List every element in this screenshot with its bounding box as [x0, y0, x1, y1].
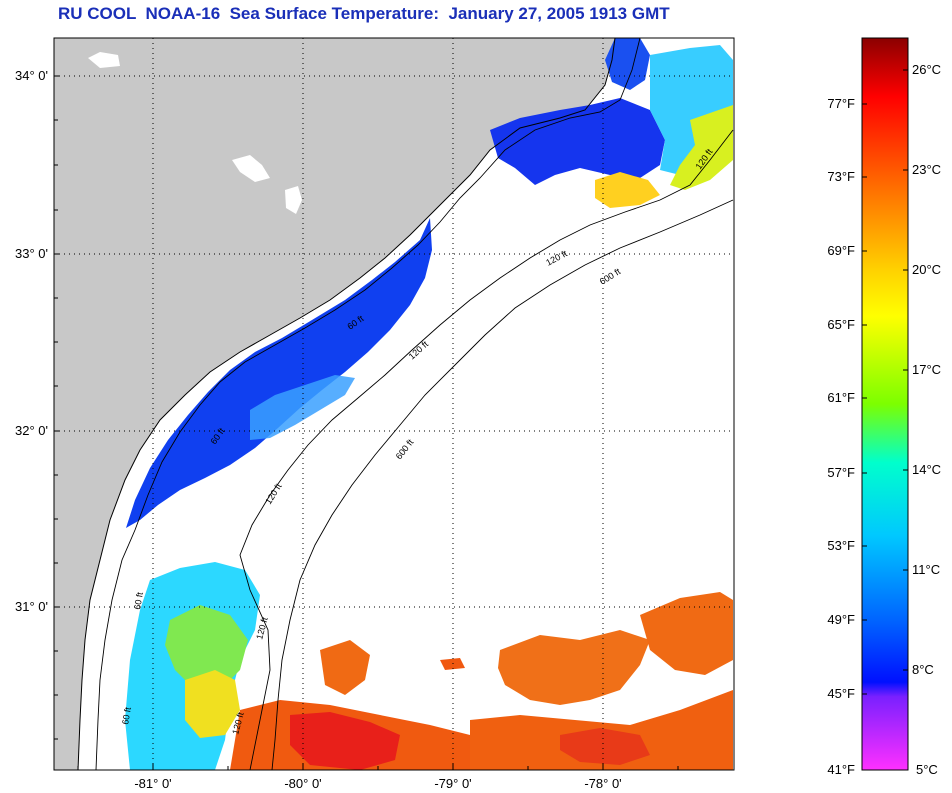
sst-cold-coastal-band	[126, 218, 432, 528]
colorbar-celsius-label: 5°C	[916, 762, 938, 777]
colorbar-fahrenheit-label: 65°F	[827, 317, 855, 332]
colorbar-celsius-label: 11°C	[912, 562, 940, 577]
latitude-label: 33° 0'	[15, 246, 48, 261]
sst-cold-north-patch	[490, 98, 665, 185]
map-frame	[53, 37, 735, 771]
colorbar-fahrenheit-label: 41°F	[827, 762, 855, 777]
contour-label: 60 ft	[120, 706, 133, 725]
latitude-label: 34° 0'	[15, 68, 48, 83]
sst-warm-north-patch	[595, 172, 660, 208]
colorbar-fahrenheit-label: 45°F	[827, 686, 855, 701]
colorbar-fahrenheit-label: 57°F	[827, 465, 855, 480]
colorbar-ticks	[862, 69, 908, 695]
colorbar-fahrenheit-label: 53°F	[827, 538, 855, 553]
longitude-label: -79° 0'	[434, 776, 471, 791]
colorbar-fahrenheit-label: 69°F	[827, 243, 855, 258]
map-area: 120 ft 600 ft 120 ft 600 ft 120 ft 60 ft…	[54, 38, 734, 770]
longitude-label: -80° 0'	[284, 776, 321, 791]
sst-warm-patch	[498, 630, 650, 705]
colorbar-fahrenheit-label: 73°F	[827, 169, 855, 184]
page-title: RU COOL NOAA-16 Sea Surface Temperature:…	[58, 4, 670, 23]
colorbar-celsius-label: 20°C	[912, 262, 941, 277]
latitude-label: 31° 0'	[15, 599, 48, 614]
coastline	[77, 38, 616, 770]
colorbar-celsius-label: 26°C	[912, 62, 941, 77]
colorbar-celsius-label: 14°C	[912, 462, 941, 477]
sst-south-yellow-area	[185, 670, 240, 738]
land-mass	[54, 38, 615, 770]
sst-hot-east-core	[560, 728, 650, 765]
colorbar-gradient	[861, 37, 909, 771]
sst-cold-north-fringe	[605, 38, 650, 90]
sst-hot-south-core	[290, 712, 400, 770]
inland-water	[232, 155, 270, 182]
graticule	[54, 38, 734, 770]
longitude-label: -78° 0'	[584, 776, 621, 791]
colorbar-fahrenheit-label: 49°F	[827, 612, 855, 627]
inland-water	[88, 52, 120, 68]
colorbar-fahrenheit-label: 61°F	[827, 390, 855, 405]
sst-warm-patch	[320, 640, 370, 695]
colorbar-celsius-label: 17°C	[912, 362, 941, 377]
colorbar: 77°F 73°F 69°F 65°F 61°F 57°F 53°F 49°F …	[827, 37, 941, 777]
sst-south-green-area	[165, 605, 248, 690]
sst-cool-patch	[250, 375, 355, 440]
colorbar-celsius-label: 23°C	[912, 162, 941, 177]
colorbar-celsius-label: 8°C	[912, 662, 934, 677]
contour-label: 60 ft	[132, 591, 145, 610]
longitude-label: -81° 0'	[134, 776, 171, 791]
inland-water	[285, 186, 302, 214]
sst-warm-north-patch	[670, 105, 733, 190]
colorbar-fahrenheit-label: 77°F	[827, 96, 855, 111]
contour-60ft	[95, 38, 641, 770]
axis-ticks	[54, 75, 679, 770]
sst-warm-patch	[640, 592, 733, 675]
contour-600ft	[271, 199, 734, 770]
latitude-label: 32° 0'	[15, 423, 48, 438]
contour-120ft	[239, 129, 734, 770]
